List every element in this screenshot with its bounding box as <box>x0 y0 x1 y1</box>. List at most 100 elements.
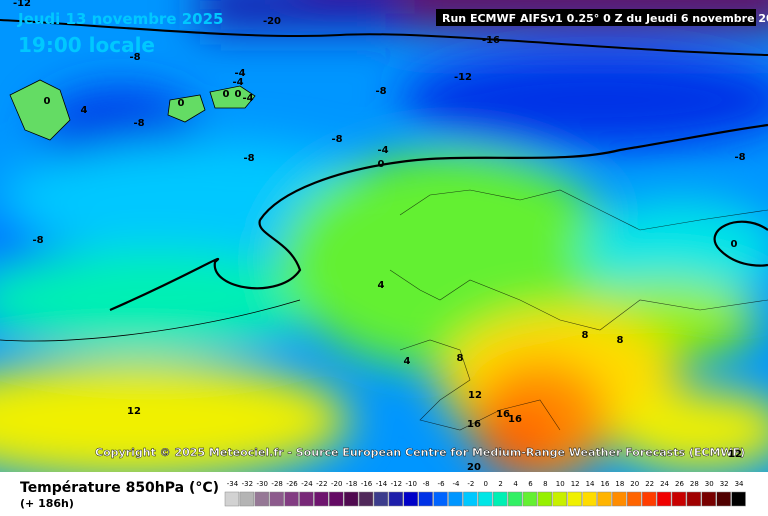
scale-label: 24 <box>660 480 669 488</box>
scale-label: -6 <box>438 480 446 488</box>
scale-swatch <box>552 491 567 507</box>
contour-label: 12 <box>468 390 482 401</box>
scale-swatch <box>507 491 523 507</box>
scale-label: 30 <box>705 480 714 488</box>
scale-swatch <box>522 491 538 507</box>
scale-label: 14 <box>586 480 595 488</box>
contour-label: 4 <box>378 280 385 291</box>
contour-label: -8 <box>331 134 342 145</box>
scale-swatch <box>269 491 284 507</box>
scale-swatch <box>612 491 627 507</box>
scale-label: -8 <box>423 480 430 488</box>
contour-label: 0 <box>44 96 51 107</box>
contour-label: -20 <box>263 16 281 27</box>
scale-swatch <box>403 491 418 507</box>
scale-swatch <box>701 491 716 507</box>
scale-label: -16 <box>361 480 373 488</box>
contour-label: -16 <box>482 35 500 46</box>
contour-label: 0 <box>223 89 230 100</box>
legend-title: Température 850hPa (°C) <box>20 480 219 496</box>
scale-label: 2 <box>498 480 502 488</box>
scale-label: -28 <box>271 480 282 488</box>
scale-swatch <box>284 491 299 507</box>
scale-label: -24 <box>301 480 313 488</box>
scale-label: -12 <box>391 480 402 488</box>
scale-label: -34 <box>227 480 239 488</box>
contour-label: 16 <box>508 414 522 425</box>
scale-label: -26 <box>286 480 298 488</box>
contour-label: -8 <box>243 153 254 164</box>
contour-label: -12 <box>13 0 31 9</box>
contour-label: 16 <box>496 409 510 420</box>
scale-label: -20 <box>331 480 342 488</box>
contour-label: 4 <box>81 105 88 116</box>
contour-label: 0 <box>235 89 242 100</box>
date-label: Jeudi 13 novembre 2025 <box>17 10 223 28</box>
scale-label: 16 <box>600 480 609 488</box>
scale-swatch <box>671 491 687 507</box>
scale-swatch <box>627 491 642 507</box>
contour-label: 0 <box>178 98 185 109</box>
temperature-field <box>0 0 768 472</box>
scale-swatch <box>567 491 582 507</box>
scale-label: -4 <box>452 480 460 488</box>
contour-label: -4 <box>234 68 245 79</box>
copyright: Copyright © 2025 Meteociel.fr - Source E… <box>95 446 745 459</box>
scale-swatch <box>388 491 404 507</box>
contour-label: -4 <box>242 93 253 104</box>
scale-swatch <box>731 491 746 507</box>
scale-label: 26 <box>675 480 684 488</box>
contour-label: 20 <box>467 462 481 473</box>
scale-swatch <box>478 491 493 507</box>
scale-swatch <box>686 491 702 507</box>
scale-label: 10 <box>556 480 565 488</box>
run-label: Run ECMWF AIFSv1 0.25° 0 Z du Jeudi 6 no… <box>442 12 768 25</box>
scale-label: 0 <box>484 480 488 488</box>
scale-label: 4 <box>513 480 518 488</box>
contour-label: 8 <box>582 330 589 341</box>
color-scale: -34 -32 -30 -28 -26 -24 -22 -20 -18 -16 -14 -12 -10-… <box>224 480 746 507</box>
scale-swatch <box>329 491 344 507</box>
scale-swatch <box>537 491 553 507</box>
contour-label: 0 <box>378 159 385 170</box>
contour-label: -4 <box>377 145 388 156</box>
scale-swatch <box>433 491 448 507</box>
scale-swatch <box>716 491 731 507</box>
contour-label: 8 <box>457 353 464 364</box>
scale-label: -22 <box>316 480 327 488</box>
scale-label: -10 <box>406 480 417 488</box>
legend-subtitle: (+ 186h) <box>20 497 74 510</box>
contour-labels: -12-20-16-12-8-8-4-40 0 -4004-8-8-40-8-8-8… <box>13 0 746 473</box>
scale-label: 22 <box>645 480 654 488</box>
scale-label: 32 <box>720 480 729 488</box>
scale-label: 20 <box>630 480 639 488</box>
scale-label: -14 <box>376 480 388 488</box>
contour-label: 12 <box>728 449 742 460</box>
scale-label: 8 <box>543 480 547 488</box>
scale-label: 12 <box>571 480 580 488</box>
scale-swatch <box>448 491 463 507</box>
contour-label: 12 <box>127 406 141 417</box>
contour-label: 8 <box>617 335 624 346</box>
scale-swatch <box>299 491 314 507</box>
scale-label: 6 <box>528 480 533 488</box>
scale-label: 28 <box>690 480 699 488</box>
contour-label: 16 <box>467 419 481 430</box>
scale-swatch <box>656 491 672 507</box>
scale-swatch <box>224 491 240 507</box>
scale-swatch <box>597 491 612 507</box>
contour-label: -8 <box>375 86 386 97</box>
scale-label: 18 <box>615 480 624 488</box>
scale-label: 34 <box>735 480 744 488</box>
contour-label: 4 <box>404 356 411 367</box>
scale-label: -32 <box>242 480 253 488</box>
scale-swatch <box>254 491 269 507</box>
scale-swatch <box>492 491 508 507</box>
scale-label: -18 <box>346 480 357 488</box>
scale-swatch <box>582 491 597 507</box>
scale-swatch <box>239 491 255 507</box>
contour-label: -8 <box>734 152 745 163</box>
contour-label: 0 <box>731 239 738 250</box>
time-label: 19:00 locale <box>18 33 155 57</box>
